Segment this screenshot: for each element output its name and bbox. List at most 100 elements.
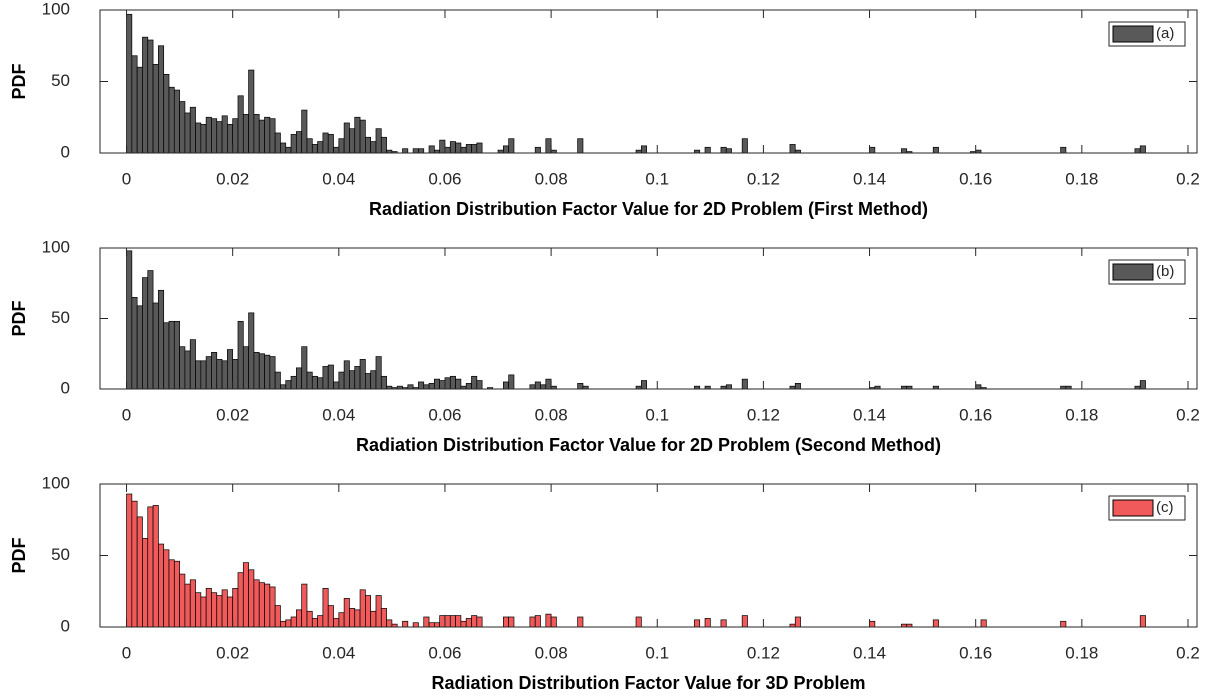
bar bbox=[232, 588, 239, 628]
bar bbox=[577, 616, 584, 628]
x-tick-label: 0.2 bbox=[1176, 405, 1200, 424]
bar bbox=[380, 375, 387, 390]
x-tick-label: 0.06 bbox=[428, 643, 461, 662]
bar bbox=[163, 322, 170, 390]
legend-swatch bbox=[1112, 25, 1154, 43]
bar bbox=[205, 116, 212, 154]
bar bbox=[529, 384, 536, 390]
bar bbox=[317, 141, 324, 154]
bar bbox=[301, 109, 308, 154]
bar bbox=[147, 270, 154, 390]
y-tick-label: 100 bbox=[42, 237, 70, 256]
x-axis-label: Radiation Distribution Factor Value for … bbox=[431, 673, 865, 693]
bar bbox=[296, 609, 303, 628]
bar bbox=[460, 620, 467, 628]
bar bbox=[147, 506, 154, 628]
bar bbox=[142, 277, 149, 390]
x-tick-label: 0.04 bbox=[322, 643, 355, 662]
bar bbox=[635, 616, 642, 628]
bar bbox=[227, 349, 234, 390]
x-tick-label: 0.14 bbox=[853, 169, 886, 188]
bar bbox=[327, 134, 334, 154]
bar bbox=[476, 616, 483, 628]
bar bbox=[136, 305, 143, 390]
bar bbox=[274, 605, 281, 628]
x-tick-label: 0.12 bbox=[747, 643, 780, 662]
legend-label: (c) bbox=[1156, 499, 1174, 516]
x-tick-label: 0.02 bbox=[216, 169, 249, 188]
bar bbox=[375, 595, 382, 628]
x-tick-label: 0.04 bbox=[322, 169, 355, 188]
bar bbox=[126, 493, 133, 628]
bar bbox=[471, 375, 478, 390]
bar bbox=[704, 618, 711, 628]
bar bbox=[131, 500, 138, 628]
bar bbox=[126, 13, 133, 154]
bar bbox=[725, 384, 732, 390]
bar bbox=[285, 146, 292, 154]
bar bbox=[237, 95, 244, 154]
bar bbox=[311, 375, 318, 390]
bar bbox=[534, 615, 541, 628]
bar bbox=[158, 45, 165, 154]
bar bbox=[508, 374, 515, 390]
bar bbox=[311, 618, 318, 628]
bar bbox=[577, 383, 584, 390]
bar bbox=[173, 560, 180, 628]
bar bbox=[152, 505, 159, 628]
y-tick-label: 0 bbox=[61, 142, 70, 161]
bar bbox=[386, 619, 393, 628]
bar bbox=[242, 562, 249, 628]
bar bbox=[460, 146, 467, 154]
panel: 0 0.02 0.04 0.06 0.08 0.1 0.12 0.14 0.16 0.18 0.2 0… bbox=[9, 237, 1200, 454]
bar bbox=[869, 146, 876, 154]
bar bbox=[449, 375, 456, 390]
bar bbox=[444, 377, 451, 390]
bar bbox=[540, 384, 547, 390]
bar bbox=[423, 616, 430, 628]
bar bbox=[365, 373, 372, 390]
bar bbox=[211, 118, 218, 154]
bar bbox=[338, 612, 345, 628]
bar bbox=[274, 132, 281, 154]
bar bbox=[550, 616, 557, 628]
bar bbox=[227, 596, 234, 628]
bar bbox=[264, 354, 271, 390]
legend-swatch bbox=[1112, 263, 1154, 281]
bar bbox=[428, 383, 435, 390]
bar bbox=[280, 142, 287, 154]
bar bbox=[439, 139, 446, 154]
bar bbox=[232, 359, 239, 390]
bar bbox=[269, 356, 276, 390]
bar bbox=[168, 320, 175, 390]
x-tick-label: 0.1 bbox=[645, 169, 669, 188]
x-tick-label: 0.1 bbox=[645, 643, 669, 662]
bar bbox=[296, 131, 303, 154]
bar bbox=[274, 371, 281, 390]
x-tick-label: 0.08 bbox=[535, 169, 568, 188]
bar bbox=[184, 112, 191, 154]
bar bbox=[142, 36, 149, 154]
bar bbox=[476, 142, 483, 154]
bar bbox=[444, 146, 451, 154]
bar bbox=[370, 370, 377, 390]
bar bbox=[258, 119, 265, 154]
bar bbox=[359, 589, 366, 628]
bar bbox=[354, 116, 361, 154]
bar bbox=[296, 367, 303, 390]
y-axis-label: PDF bbox=[9, 300, 29, 336]
bar bbox=[407, 384, 414, 390]
bar bbox=[221, 589, 228, 628]
bar bbox=[184, 350, 191, 390]
legend-label: (b) bbox=[1156, 263, 1174, 280]
y-tick-label: 100 bbox=[42, 0, 70, 18]
bar bbox=[354, 609, 361, 628]
bar bbox=[370, 141, 377, 154]
bar bbox=[534, 381, 541, 390]
bar bbox=[327, 364, 334, 390]
x-tick-label: 0.08 bbox=[535, 643, 568, 662]
bar bbox=[545, 138, 552, 154]
y-tick-label: 100 bbox=[42, 473, 70, 492]
